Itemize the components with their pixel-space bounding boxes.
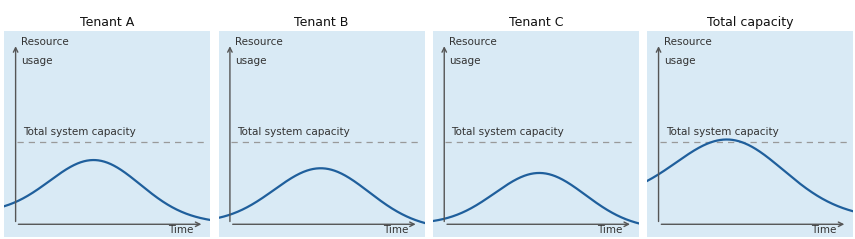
Text: Time: Time <box>168 225 194 235</box>
Text: Resource: Resource <box>235 37 283 47</box>
Text: usage: usage <box>663 56 695 66</box>
Text: usage: usage <box>235 56 267 66</box>
Text: Resource: Resource <box>450 37 497 47</box>
Title: Tenant B: Tenant B <box>294 16 349 28</box>
Text: Time: Time <box>811 225 837 235</box>
Text: Total system capacity: Total system capacity <box>666 127 779 137</box>
Text: usage: usage <box>21 56 52 66</box>
Text: Total system capacity: Total system capacity <box>451 127 564 137</box>
Text: Time: Time <box>383 225 408 235</box>
Text: Resource: Resource <box>663 37 711 47</box>
Text: Total system capacity: Total system capacity <box>237 127 350 137</box>
Text: Time: Time <box>597 225 622 235</box>
Text: Resource: Resource <box>21 37 68 47</box>
Title: Tenant C: Tenant C <box>509 16 563 28</box>
Text: usage: usage <box>450 56 481 66</box>
Title: Tenant A: Tenant A <box>80 16 134 28</box>
Title: Total capacity: Total capacity <box>707 16 793 28</box>
Text: Total system capacity: Total system capacity <box>23 127 136 137</box>
